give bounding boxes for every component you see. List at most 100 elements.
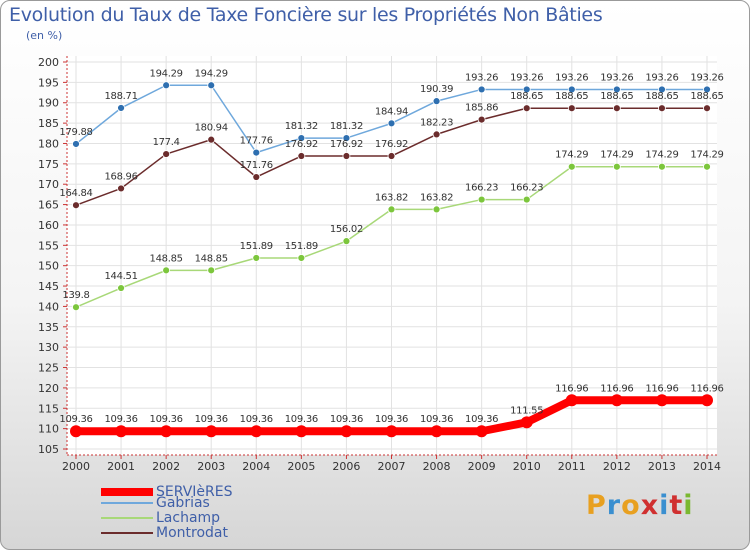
data-point-servires <box>115 425 128 438</box>
data-label-gabrias: 194.29 <box>150 68 183 79</box>
data-point-gabrias <box>252 148 261 157</box>
y-tick-label: 200 <box>38 56 59 69</box>
data-point-servires <box>655 394 668 407</box>
data-point-montrodat <box>658 104 666 113</box>
data-label-montrodat: 171.76 <box>240 160 273 171</box>
data-label-gabrias: 193.26 <box>510 72 543 83</box>
data-point-montrodat <box>297 152 306 160</box>
data-label-servires: 109.36 <box>150 414 183 425</box>
data-label-servires: 116.96 <box>645 383 678 394</box>
logo-letter: x <box>640 490 660 521</box>
data-point-gabrias <box>342 134 351 142</box>
data-label-servires: 109.36 <box>240 414 273 425</box>
data-label-montrodat: 188.65 <box>510 91 543 102</box>
data-label-montrodat: 180.94 <box>195 123 228 134</box>
data-label-servires: 116.96 <box>555 383 588 394</box>
legend-swatch-montrodat <box>101 532 153 534</box>
y-tick-label: 150 <box>38 260 59 273</box>
data-label-servires: 116.96 <box>690 383 723 394</box>
data-point-servires <box>340 425 353 438</box>
y-tick-label: 135 <box>38 321 59 334</box>
data-point-servires <box>430 425 443 438</box>
data-point-gabrias <box>432 97 441 106</box>
x-tick-label: 2003 <box>197 460 225 473</box>
data-point-lachamp <box>612 162 621 171</box>
proxiti-logo: Proxiti <box>586 490 694 521</box>
data-label-servires: 109.36 <box>285 414 318 425</box>
legend-label-montrodat: Montrodat <box>156 525 228 541</box>
data-label-lachamp: 151.89 <box>285 241 318 252</box>
data-point-montrodat <box>522 104 531 113</box>
data-label-lachamp: 148.85 <box>150 253 183 264</box>
legend-label-servieres: SERVIèRES <box>156 484 233 500</box>
data-point-gabrias <box>72 140 80 148</box>
data-label-lachamp: 163.82 <box>420 192 453 203</box>
data-label-gabrias: 193.26 <box>645 72 678 83</box>
x-tick-label: 2013 <box>648 460 676 473</box>
y-tick-label: 180 <box>38 137 59 150</box>
x-tick-label: 2014 <box>693 460 721 473</box>
logo-letter: i <box>683 490 694 521</box>
data-point-lachamp <box>252 254 261 262</box>
x-tick-label: 2011 <box>558 460 586 473</box>
data-label-lachamp: 151.89 <box>240 241 273 252</box>
data-label-gabrias: 193.26 <box>690 72 723 83</box>
data-point-gabrias <box>612 85 621 94</box>
data-point-lachamp <box>567 162 576 171</box>
data-point-lachamp <box>387 205 396 214</box>
data-point-lachamp <box>703 162 711 171</box>
data-point-montrodat <box>207 135 216 144</box>
data-label-lachamp: 156.02 <box>330 224 363 235</box>
data-label-montrodat: 182.23 <box>420 117 453 128</box>
data-point-montrodat <box>252 173 261 181</box>
data-label-lachamp: 166.23 <box>465 183 498 194</box>
y-tick-label: 125 <box>38 362 59 375</box>
data-point-montrodat <box>117 184 125 193</box>
data-point-gabrias <box>522 85 531 94</box>
data-point-servires <box>160 425 173 438</box>
data-point-montrodat <box>387 152 396 160</box>
x-tick-label: 2006 <box>332 460 360 473</box>
y-tick-label: 195 <box>38 76 59 89</box>
data-point-servires <box>250 425 263 438</box>
data-point-gabrias <box>567 85 576 94</box>
data-label-gabrias: 179.88 <box>59 127 92 138</box>
data-point-gabrias <box>162 81 171 90</box>
data-label-lachamp: 174.29 <box>555 150 588 161</box>
data-label-montrodat: 168.96 <box>104 171 137 182</box>
data-point-gabrias <box>207 81 216 90</box>
data-point-lachamp <box>117 284 125 292</box>
data-point-montrodat <box>342 152 351 160</box>
data-point-lachamp <box>297 254 306 262</box>
data-point-montrodat <box>703 104 711 113</box>
legend-swatch-servieres <box>101 488 153 496</box>
logo-letter: i <box>659 490 670 521</box>
data-point-montrodat <box>72 201 80 210</box>
x-tick-label: 2010 <box>513 460 541 473</box>
data-label-montrodat: 188.65 <box>645 91 678 102</box>
logo-letter: P <box>586 490 607 521</box>
data-point-gabrias <box>477 85 486 94</box>
data-label-gabrias: 181.32 <box>330 121 363 132</box>
data-label-gabrias: 177.76 <box>240 136 273 147</box>
data-label-montrodat: 188.65 <box>555 91 588 102</box>
data-point-gabrias <box>117 104 125 112</box>
data-point-servires <box>475 425 488 438</box>
x-tick-label: 2009 <box>468 460 496 473</box>
data-point-lachamp <box>432 205 441 214</box>
y-tick-label: 185 <box>38 117 59 130</box>
data-label-montrodat: 176.92 <box>330 139 363 150</box>
legend-swatch-lachamp <box>101 517 153 519</box>
x-tick-label: 2000 <box>62 460 90 473</box>
data-point-gabrias <box>387 119 396 128</box>
data-point-servires <box>70 425 82 438</box>
data-label-gabrias: 193.26 <box>600 72 633 83</box>
data-point-lachamp <box>162 266 171 275</box>
data-label-servires: 109.36 <box>104 414 137 425</box>
logo-letter: r <box>606 490 622 521</box>
x-tick-label: 2008 <box>423 460 451 473</box>
legend-label-gabrias: Gabrias <box>156 495 210 511</box>
data-point-servires <box>520 416 533 429</box>
data-label-montrodat: 176.92 <box>285 139 318 150</box>
